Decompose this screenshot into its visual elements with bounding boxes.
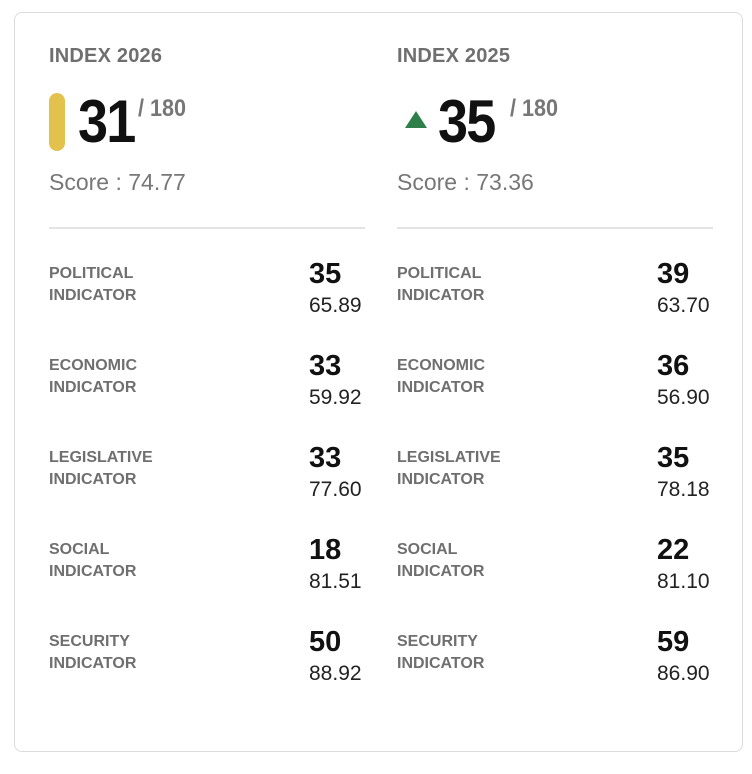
indicator-label-line1: SECURITY <box>397 633 478 650</box>
indicator-legislative: LEGISLATIVE INDICATOR 35 78.18 <box>397 442 713 517</box>
indicator-label-line1: SOCIAL <box>397 541 458 558</box>
indicator-label: SECURITY INDICATOR <box>397 631 577 675</box>
overall-score: Score : 73.36 <box>397 169 534 195</box>
indicator-score: 78.18 <box>657 478 710 501</box>
indicator-score: 77.60 <box>309 478 362 501</box>
indicator-rank: 18 <box>309 534 342 566</box>
overall-rank: 31 / 180 <box>49 88 365 155</box>
indicator-rank: 22 <box>657 534 690 566</box>
up-arrow-icon <box>405 111 427 128</box>
indicator-legislative: LEGISLATIVE INDICATOR 33 77.60 <box>49 442 365 517</box>
indicator-score: 65.89 <box>309 294 362 317</box>
indicator-label: POLITICAL INDICATOR <box>49 263 229 307</box>
overall-score: Score : 74.77 <box>49 169 186 195</box>
indicator-label-line1: LEGISLATIVE <box>397 449 501 466</box>
overall-rank: 35 / 180 <box>397 88 713 155</box>
indicator-label: LEGISLATIVE INDICATOR <box>49 447 229 491</box>
indicator-label-line2: INDICATOR <box>397 287 485 304</box>
indicator-label-line2: INDICATOR <box>397 471 485 488</box>
indicator-political: POLITICAL INDICATOR 39 63.70 <box>397 258 713 333</box>
indicator-label: POLITICAL INDICATOR <box>397 263 577 307</box>
indicator-score: 81.51 <box>309 570 362 593</box>
indicator-label-line2: INDICATOR <box>49 655 137 672</box>
indicator-label-line1: LEGISLATIVE <box>49 449 153 466</box>
indicator-label-line2: INDICATOR <box>49 471 137 488</box>
indicator-rank: 50 <box>309 626 342 658</box>
indicator-economic: ECONOMIC INDICATOR 33 59.92 <box>49 350 365 425</box>
rank-total: / 180 <box>510 95 559 122</box>
indicator-score: 59.92 <box>309 386 362 409</box>
indicator-social: SOCIAL INDICATOR 18 81.51 <box>49 534 365 609</box>
column-title: INDEX 2025 <box>397 45 511 67</box>
divider <box>49 227 365 229</box>
indicator-score: 86.90 <box>657 662 710 685</box>
indicator-score: 81.10 <box>657 570 710 593</box>
indicator-label: ECONOMIC INDICATOR <box>49 355 229 399</box>
indicator-security: SECURITY INDICATOR 59 86.90 <box>397 626 713 701</box>
indicator-score: 88.92 <box>309 662 362 685</box>
column-title: INDEX 2026 <box>49 45 163 67</box>
indicator-label-line1: ECONOMIC <box>397 357 485 374</box>
index-card: INDEX 2026 31 / 180 Score : 74.77 POLITI… <box>14 12 743 752</box>
indicator-political: POLITICAL INDICATOR 35 65.89 <box>49 258 365 333</box>
indicator-security: SECURITY INDICATOR 50 88.92 <box>49 626 365 701</box>
indicator-label: SOCIAL INDICATOR <box>49 539 229 583</box>
indicator-rank: 35 <box>309 258 342 290</box>
indicator-rank: 33 <box>309 350 342 382</box>
indicator-score: 56.90 <box>657 386 710 409</box>
indicator-social: SOCIAL INDICATOR 22 81.10 <box>397 534 713 609</box>
rank-number: 31 <box>78 88 136 155</box>
indicator-rank: 36 <box>657 350 690 382</box>
rank-number: 35 <box>438 88 496 155</box>
indicator-economic: ECONOMIC INDICATOR 36 56.90 <box>397 350 713 425</box>
indicator-rank: 59 <box>657 626 690 658</box>
indicator-label-line1: POLITICAL <box>49 265 134 282</box>
indicator-rank: 39 <box>657 258 690 290</box>
indicator-label-line2: INDICATOR <box>397 563 485 580</box>
indicator-label-line1: SECURITY <box>49 633 130 650</box>
indicator-rank: 35 <box>657 442 690 474</box>
indicator-label-line2: INDICATOR <box>49 287 137 304</box>
indicator-rank: 33 <box>309 442 342 474</box>
yellow-bar-icon <box>49 93 65 151</box>
indicator-label: SECURITY INDICATOR <box>49 631 229 675</box>
indicator-label-line1: ECONOMIC <box>49 357 137 374</box>
indicator-label-line2: INDICATOR <box>397 379 485 396</box>
indicator-label-line2: INDICATOR <box>49 379 137 396</box>
indicator-score: 63.70 <box>657 294 710 317</box>
indicator-label-line2: INDICATOR <box>49 563 137 580</box>
rank-total: / 180 <box>138 95 187 122</box>
indicator-label-line1: POLITICAL <box>397 265 482 282</box>
divider <box>397 227 713 229</box>
indicator-label: ECONOMIC INDICATOR <box>397 355 577 399</box>
indicator-label-line1: SOCIAL <box>49 541 110 558</box>
indicator-label: LEGISLATIVE INDICATOR <box>397 447 577 491</box>
indicator-label: SOCIAL INDICATOR <box>397 539 577 583</box>
indicator-label-line2: INDICATOR <box>397 655 485 672</box>
